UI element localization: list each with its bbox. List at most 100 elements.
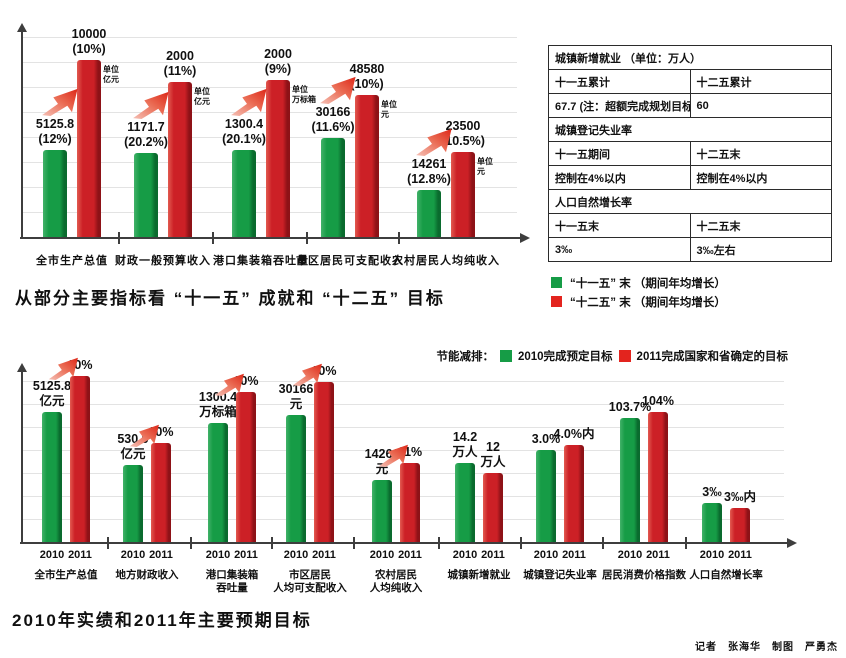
bar-value-label: 3.0% bbox=[531, 432, 561, 446]
unit-label: 单位元 bbox=[477, 157, 493, 176]
red-bar bbox=[400, 463, 420, 543]
year-tick-label: 2011 bbox=[728, 549, 752, 561]
green-bar bbox=[702, 503, 722, 543]
bar-column-green: 1171.7 (20.2%) bbox=[124, 120, 168, 238]
bar-pair: 14261 元 11% bbox=[365, 445, 422, 543]
bar-value-label: 3‰内 bbox=[724, 490, 756, 504]
legend-label: “十二五” 末 （期间年均增长） bbox=[570, 296, 726, 309]
axis-tick bbox=[305, 232, 308, 244]
bar-column-green: 5125.8 亿元 bbox=[33, 379, 71, 543]
category-label: 人口自然增长率 bbox=[689, 569, 763, 581]
green-bar bbox=[536, 450, 556, 543]
bar-column-green: 3.0% bbox=[532, 432, 560, 543]
year-tick-label: 2011 bbox=[646, 549, 670, 561]
table-subheader-cell: 十二五累计 bbox=[689, 69, 832, 94]
chart-group: 14261 (12.8%) 23500 (10.5%) 单位元 bbox=[401, 119, 493, 238]
table-value-cell: 3‰ bbox=[548, 237, 691, 262]
legend-swatch-icon bbox=[551, 277, 562, 288]
summary-table: 城镇新增就业 （单位：万人） 十一五累计 十二五累计 67.7 (注：超额完成规划目标… bbox=[548, 45, 832, 262]
axis-tick bbox=[685, 537, 687, 549]
bar-column-red: 10% bbox=[311, 364, 337, 543]
chart-group: 30166 元 10% bbox=[265, 363, 355, 543]
red-bar bbox=[355, 95, 379, 238]
legend-item: “十二五” 末 （期间年均增长） bbox=[551, 292, 726, 311]
red-bar bbox=[70, 376, 90, 543]
axis-tick bbox=[271, 537, 273, 549]
green-bar bbox=[232, 150, 256, 238]
bar-column-red: 10% bbox=[67, 358, 93, 543]
legend-swatch-icon bbox=[618, 350, 631, 362]
bar-column-green: 1300.4 万标箱 bbox=[199, 390, 237, 543]
unit-label: 单位元 bbox=[381, 100, 397, 119]
growth-arrow-icon bbox=[213, 373, 246, 396]
bar-pair: 1300.4 万标箱 10% bbox=[199, 374, 259, 543]
year-tick-label: 2011 bbox=[398, 549, 422, 561]
bar-value-label: 4.0%内 bbox=[553, 427, 595, 441]
green-bar bbox=[42, 412, 62, 543]
bar-column-green: 103.7% bbox=[609, 400, 651, 543]
growth-arrow-icon bbox=[291, 363, 324, 386]
table-subheader-cell: 十一五期间 bbox=[548, 141, 691, 166]
bar-value-label: 1300.4 (20.1%) bbox=[222, 117, 266, 146]
energy-saving-legend-prefix: 节能减排： bbox=[436, 351, 494, 363]
legend-swatch-icon bbox=[499, 350, 512, 362]
red-bar bbox=[730, 508, 750, 543]
red-bar bbox=[648, 412, 668, 543]
year-tick-label: 2010 bbox=[39, 549, 65, 561]
green-bar bbox=[208, 423, 228, 543]
red-bar bbox=[236, 392, 256, 543]
chart-group: 1171.7 (20.2%) 2000 (11%) 单位 亿元 bbox=[118, 49, 210, 238]
chart-group: 3‰ 3‰内 bbox=[681, 485, 771, 543]
axis-tick bbox=[353, 537, 355, 549]
bar-pair: 5125.8 (12%) 10000 (10%) bbox=[36, 27, 106, 238]
table-value-cell: 67.7 (注：超额完成规划目标) bbox=[548, 93, 691, 118]
top-chart-plot: 5125.8 (12%) 10000 (10%) 单位 亿元 全市生产总值 1171.7 (20… bbox=[15, 5, 530, 267]
axis-tick bbox=[437, 537, 440, 549]
bar-column-red: 2000 (11%) bbox=[164, 49, 196, 238]
top-chart-legend: “十一五” 末 （期间年均增长） “十二五” 末 （期间年均增长） bbox=[551, 273, 726, 311]
growth-arrow-icon bbox=[128, 424, 161, 447]
year-tick-label: 2011 bbox=[68, 549, 92, 561]
green-bar bbox=[134, 153, 158, 238]
table-subheader-cell: 十一五末 bbox=[548, 213, 691, 238]
bar-column-green: 30166 (11.6%) bbox=[311, 105, 355, 238]
year-tick-label: 2011 bbox=[481, 549, 505, 561]
axis-tick bbox=[398, 232, 400, 244]
chart-group: 103.7% 104% bbox=[599, 394, 689, 543]
green-bar bbox=[455, 463, 475, 543]
bar-value-label: 1171.7 (20.2%) bbox=[124, 120, 168, 149]
year-tick-label: 2011 bbox=[312, 549, 336, 561]
year-tick-label: 2010 bbox=[283, 549, 309, 561]
bar-column-green: 5125.8 (12%) bbox=[36, 117, 74, 238]
legend-label: 2010完成预定目标 bbox=[517, 351, 613, 363]
category-label: 全市生产总值 bbox=[36, 255, 108, 267]
growth-arrow-icon bbox=[41, 88, 79, 116]
table-value-cell: 控制在4%以内 bbox=[689, 165, 832, 190]
bar-column-red: 12 万人 bbox=[481, 440, 506, 543]
bar-value-label: 30166 元 bbox=[278, 382, 314, 411]
growth-arrow-icon bbox=[230, 88, 268, 116]
bar-value-label: 14261 (12.8%) bbox=[407, 157, 451, 186]
chart-group: 1300.4 (20.1%) 2000 (9%) 单位 万标箱 bbox=[216, 47, 316, 238]
bar-pair: 3‰ 3‰内 bbox=[702, 485, 756, 543]
bar-column-green: 530.9 亿元 bbox=[117, 432, 149, 543]
bar-column-red: 3‰内 bbox=[724, 490, 756, 543]
red-bar bbox=[564, 445, 584, 543]
category-label: 地方财政收入 bbox=[115, 569, 179, 581]
chart-group: 14261 元 11% bbox=[351, 444, 441, 543]
category-label: 市区居民 人均可支配收入 bbox=[273, 569, 347, 594]
legend-label: 2011完成国家和省确定的目标 bbox=[636, 351, 788, 363]
red-bar bbox=[168, 82, 192, 238]
category-label: 财政一般预算收入 bbox=[115, 255, 211, 267]
chart-group: 30166 (11.6%) 48580 (10%) 单位元 bbox=[305, 62, 397, 238]
energy-saving-legend: 节能减排： 2010完成预定目标 2011完成国家和省确定的目标 bbox=[434, 347, 790, 365]
table-section-header: 城镇登记失业率 bbox=[548, 117, 832, 142]
bar-pair: 30166 (11.6%) 48580 (10%) bbox=[311, 62, 384, 238]
axis-tick bbox=[117, 232, 120, 244]
category-label: 居民消费价格指数 bbox=[602, 569, 686, 581]
bar-column-green: 14261 (12.8%) bbox=[407, 157, 451, 238]
category-label: 市区居民可支配收入 bbox=[296, 255, 404, 267]
bar-column-red: 10000 (10%) bbox=[72, 27, 106, 238]
bar-value-label: 10000 (10%) bbox=[71, 27, 107, 56]
